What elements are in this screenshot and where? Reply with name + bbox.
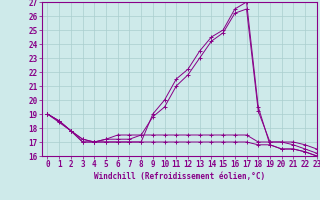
X-axis label: Windchill (Refroidissement éolien,°C): Windchill (Refroidissement éolien,°C) <box>94 172 265 181</box>
